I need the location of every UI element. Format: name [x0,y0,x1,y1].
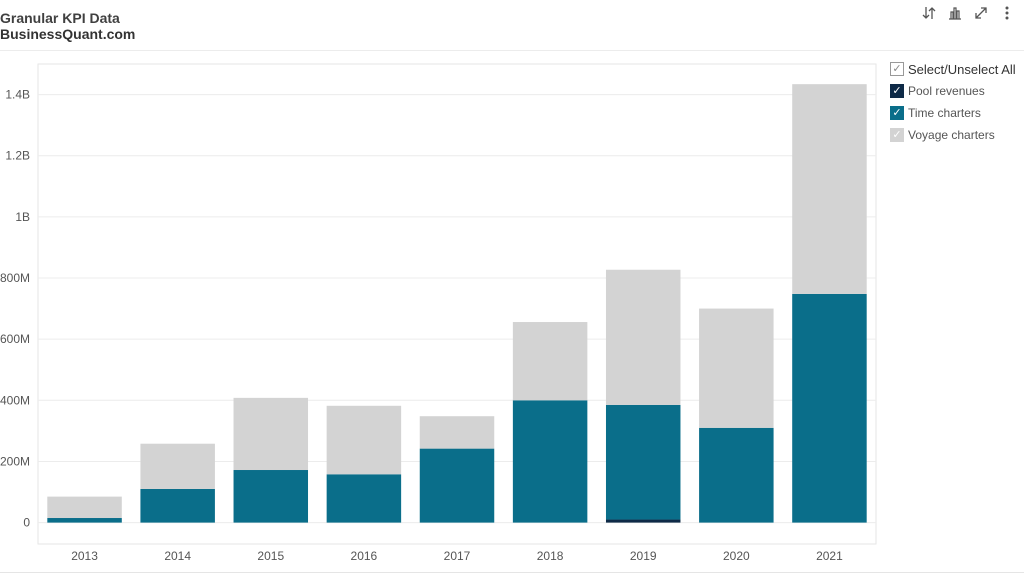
voyage-charters-checkbox[interactable]: ✓ [890,128,904,142]
y-tick-label: 1.2B [5,149,30,163]
bar-voyage-charters-2021 [792,84,867,294]
legend-label-time-charters: Time charters [908,106,981,120]
x-tick-label: 2019 [630,549,657,563]
bar-time-charters-2021 [792,293,867,523]
x-tick-label: 2016 [351,549,378,563]
plot-area [37,63,877,545]
legend-item-voyage-charters[interactable]: ✓ Voyage charters [890,124,1020,146]
chart-toolbar [920,4,1016,22]
chart-svg: 0 200M 400M 600M 800M 1B 1.2B 1.4B 2013 2014 2015 2… [0,63,877,563]
chart-header: Granular KPI Data BusinessQuant.com [0,0,1024,51]
bar-time-charters-2016 [326,474,402,523]
legend-label-pool-revenues: Pool revenues [908,84,985,98]
select-all-checkbox[interactable]: ✓ [890,62,904,76]
pool-revenues-checkbox[interactable]: ✓ [890,84,904,98]
chart-subtitle: BusinessQuant.com [0,26,136,42]
select-all-label: Select/Unselect All [908,61,1016,77]
bar-time-charters-2014 [140,488,215,523]
time-charters-checkbox[interactable]: ✓ [890,106,904,120]
y-tick-label: 800M [0,271,30,285]
bar-voyage-charters-2018 [512,322,588,401]
sort-icon[interactable] [920,4,938,22]
x-tick-label: 2014 [164,549,191,563]
bar-pool-revenues-2019 [605,519,681,523]
x-tick-label: 2020 [723,549,750,563]
expand-icon[interactable] [972,4,990,22]
legend-select-all[interactable]: ✓ Select/Unselect All [890,58,1020,80]
bar-time-charters-2017 [419,448,495,523]
y-tick-label: 200M [0,454,30,468]
y-tick-label: 600M [0,332,30,346]
more-icon[interactable] [998,4,1016,22]
y-tick-label: 400M [0,393,30,407]
bar-time-charters-2015 [233,470,309,523]
bar-voyage-charters-2014 [140,443,215,489]
x-tick-label: 2018 [537,549,564,563]
x-tick-label: 2015 [257,549,284,563]
bar-time-charters-2019 [605,404,681,520]
x-tick-label: 2021 [816,549,843,563]
x-tick-label: 2017 [444,549,471,563]
legend-item-pool-revenues[interactable]: ✓ Pool revenues [890,80,1020,102]
bar-voyage-charters-2017 [419,416,495,449]
legend: ✓ Select/Unselect All ✓ Pool revenues ✓ … [890,58,1020,146]
legend-item-time-charters[interactable]: ✓ Time charters [890,102,1020,124]
bar-chart-icon[interactable] [946,4,964,22]
y-tick-label: 1.4B [5,88,30,102]
chart-title: Granular KPI Data [0,10,120,26]
chart-panel: 0 200M 400M 600M 800M 1B 1.2B 1.4B 2013 2014 2015 2… [0,50,882,572]
bar-time-charters-2018 [512,400,588,523]
bar-voyage-charters-2020 [699,308,774,428]
bar-time-charters-2020 [699,427,774,523]
bar-voyage-charters-2019 [605,269,681,405]
y-tick-label: 0 [23,516,30,530]
legend-label-voyage-charters: Voyage charters [908,128,995,142]
bottom-border [0,572,1024,573]
y-tick-label: 1B [15,210,30,224]
bar-time-charters-2013 [47,518,122,523]
x-tick-label: 2013 [71,549,98,563]
bar-voyage-charters-2016 [326,405,402,475]
bar-voyage-charters-2013 [47,496,122,519]
bar-voyage-charters-2015 [233,397,309,471]
